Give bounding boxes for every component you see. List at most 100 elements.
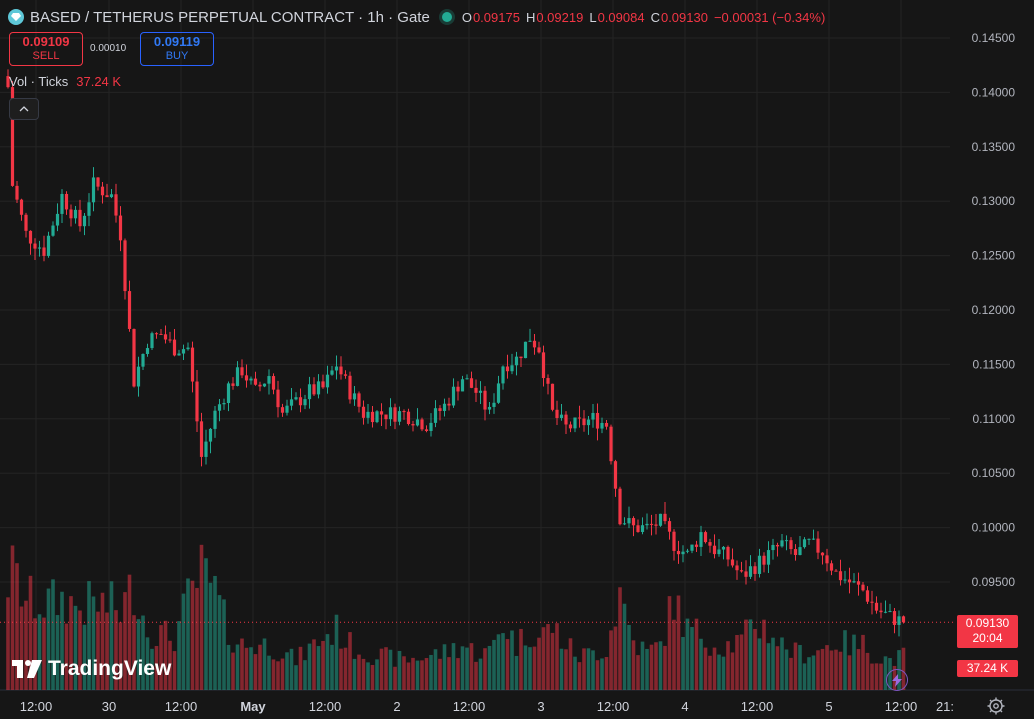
volume-bar [541,627,546,690]
candle-body [420,419,424,430]
candle-body [415,419,420,426]
candle-body [123,240,127,292]
sell-button[interactable]: 0.09109 SELL [9,32,83,66]
candle-body [654,524,658,526]
candle-body [847,579,852,583]
volume-bar [307,643,312,690]
volume-bar [784,649,789,690]
volume-bar [109,581,114,690]
volume-bar [735,634,739,690]
volume-bar [204,558,208,690]
candle-body [708,542,712,546]
volume-bar [793,642,798,690]
candle-body [658,513,663,526]
candle-body [852,581,856,583]
volume-bar [622,603,627,690]
candle-body [42,247,46,256]
candle-body [892,611,897,625]
volume-bar [694,618,699,690]
buy-button[interactable]: 0.09119 BUY [140,32,214,66]
ohlc-readout: O0.09175 H0.09219 L0.09084 C0.09130 −0.0… [461,9,826,25]
candle-body [627,518,631,524]
candle-body [456,386,460,392]
volume-bar [451,643,456,690]
volume-bar [316,646,321,690]
volume-bars [6,544,906,690]
candle-body [100,186,105,196]
candle-body [703,532,708,543]
candle-body [577,417,582,419]
collapse-legend-button[interactable] [9,98,39,120]
symbol-title[interactable]: BASED / TETHERUS PERPETUAL CONTRACT · 1h… [30,8,430,26]
time-axis: 12:00 30 12:00 May 12:00 2 12:00 3 12:00 4 12:00 5 1… [20,699,954,714]
volume-bar [811,655,816,690]
candle-body [478,390,483,393]
time-tick-label: 12:00 [309,699,342,714]
volume-bar [838,651,843,690]
volume-bar [312,639,316,690]
volume-bar [474,661,478,690]
volume-bar [154,645,159,690]
candle-body [69,209,73,219]
candle-body [330,370,334,375]
volume-bar [546,624,550,690]
price-tick-label: 0.14500 [972,31,1016,45]
volume-bar [667,596,672,690]
volume-bar [582,648,586,690]
flash-button[interactable] [886,669,908,691]
candle-body [226,383,231,404]
volume-bar [87,581,91,690]
volume-bar [636,655,640,690]
candle-body [213,410,217,429]
candle-body [600,422,604,429]
candle-body [109,194,114,198]
volume-bar [757,638,762,690]
candle-body [550,383,555,410]
gear-icon[interactable] [986,696,1006,716]
volume-bar [730,652,735,690]
volume-bar [145,637,150,690]
candle-body [681,551,685,555]
candle-body [271,376,276,390]
volume-bar [492,639,496,690]
volume-bar [271,659,276,690]
candle-body [667,521,672,532]
volume-bar [276,661,280,690]
tradingview-logo[interactable]: TradingView [12,657,171,681]
candle-body [811,538,816,540]
candle-body [591,412,595,420]
volume-bar [487,645,492,690]
volume-bar [690,627,694,690]
volume-bar [780,637,784,690]
volume-bar [537,637,541,690]
volume-bar [631,640,636,690]
volume-bar [424,658,429,690]
candle-body [861,584,865,591]
candle-body [622,523,627,525]
candle-body [771,544,775,551]
candle-body [438,408,442,411]
volume-bar [10,545,15,690]
candle-body [546,378,550,384]
volume-bar [559,648,564,690]
volume-legend[interactable]: Vol · Ticks 37.24 K [9,74,121,89]
candle-body [24,214,28,231]
volume-bar [37,614,42,690]
volume-bar [262,638,267,690]
candle-body [424,429,429,431]
volume-bar [46,588,51,690]
price-tick-label: 0.12500 [972,249,1016,263]
chart-grid [0,0,1034,691]
volume-bar [600,658,604,690]
candle-body [609,426,613,462]
volume-bar [618,587,622,690]
candle-body [856,581,861,585]
candle-body [541,352,546,379]
volume-bar [438,658,442,690]
candle-body [46,235,51,256]
candle-body [33,243,37,249]
volume-bar [352,658,357,690]
candle-body [303,399,307,406]
volume-bar [865,652,870,690]
